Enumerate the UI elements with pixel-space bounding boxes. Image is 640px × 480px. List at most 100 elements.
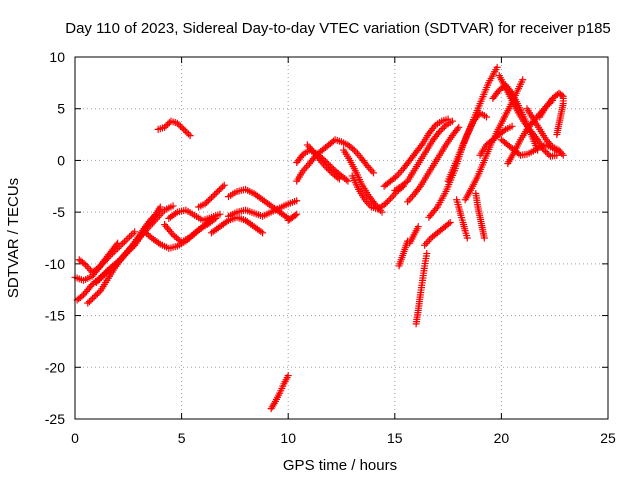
data-point <box>156 203 164 211</box>
data-point <box>436 127 444 135</box>
series-arc18 <box>303 141 343 183</box>
data-point <box>383 198 391 206</box>
data-point <box>388 193 396 201</box>
data-point <box>439 124 447 132</box>
data-point <box>543 149 551 157</box>
series-arc30 <box>453 196 471 242</box>
data-point <box>432 205 440 213</box>
data-point <box>515 150 523 158</box>
data-point <box>559 151 567 159</box>
y-tick-label: -20 <box>45 359 65 375</box>
series-arc13 <box>154 117 194 140</box>
data-point <box>87 282 95 290</box>
x-tick-label: 0 <box>71 430 79 446</box>
series-arc5 <box>92 202 177 286</box>
series-arc15 <box>284 210 301 224</box>
data-point <box>127 231 135 239</box>
data-point <box>326 167 334 175</box>
data-point <box>405 196 413 204</box>
data-point <box>257 228 265 236</box>
series-arc23 <box>404 123 463 206</box>
data-point <box>168 229 176 237</box>
data-point <box>209 192 217 200</box>
data-point <box>162 122 170 130</box>
series-arc29 <box>444 109 490 185</box>
x-axis-label: GPS time / hours <box>283 457 397 474</box>
x-tick-label: 5 <box>178 430 186 446</box>
y-axis-label: SDTVAR / TECUs <box>5 178 22 298</box>
data-point <box>114 258 122 266</box>
data-point <box>204 197 212 205</box>
series-arc11 <box>225 185 292 222</box>
data-point <box>480 234 488 242</box>
data-point <box>131 228 139 236</box>
data-point <box>180 125 188 133</box>
data-point <box>455 123 463 131</box>
data-point <box>108 264 116 272</box>
data-point <box>124 234 132 242</box>
data-point <box>415 184 423 192</box>
data-point <box>391 173 399 181</box>
data-point <box>181 127 189 135</box>
series-arc7 <box>161 214 220 246</box>
data-point <box>369 169 377 177</box>
data-point <box>207 194 215 202</box>
data-point <box>129 229 137 237</box>
data-point <box>302 163 310 171</box>
data-point <box>532 134 540 142</box>
data-point <box>164 120 172 128</box>
data-point <box>342 176 350 184</box>
data-point <box>366 165 374 173</box>
series-arc26 <box>412 250 431 328</box>
data-point <box>85 298 93 306</box>
data-point <box>323 164 331 172</box>
data-point <box>201 200 209 208</box>
data-point <box>437 126 445 134</box>
data-point <box>120 238 128 246</box>
data-point <box>206 195 214 203</box>
data-point <box>378 208 386 216</box>
data-point <box>90 293 98 301</box>
data-point <box>177 122 185 130</box>
data-point <box>380 201 388 209</box>
data-point <box>183 129 191 137</box>
x-tick-label: 15 <box>387 430 403 446</box>
data-point <box>97 274 105 282</box>
data-point <box>92 291 100 299</box>
data-point <box>425 236 433 244</box>
series-arc8 <box>165 206 224 224</box>
series-arc25 <box>406 223 422 247</box>
data-point <box>293 210 301 218</box>
data-point <box>387 195 395 203</box>
data-point <box>259 229 267 237</box>
data-point <box>558 150 566 158</box>
series-arc40 <box>553 94 567 139</box>
series-arc27 <box>421 218 454 249</box>
data-point <box>390 191 398 199</box>
data-point <box>335 175 343 183</box>
data-point <box>330 137 338 145</box>
data-point <box>212 189 220 197</box>
data-point <box>293 197 301 205</box>
data-point <box>172 209 180 217</box>
series-arc9 <box>195 181 228 211</box>
data-point <box>126 233 134 241</box>
data-point <box>463 234 471 242</box>
data-point <box>95 288 103 296</box>
data-point <box>193 227 201 235</box>
data-point <box>508 122 516 130</box>
data-point <box>178 124 186 132</box>
data-point <box>169 202 177 210</box>
data-point <box>116 256 124 264</box>
data-point <box>324 165 332 173</box>
data-point <box>493 63 501 71</box>
data-point <box>558 91 566 99</box>
y-tick-label: 10 <box>49 49 65 65</box>
plot-frame <box>74 56 609 420</box>
x-tick-label: 25 <box>600 430 616 446</box>
data-point <box>404 198 412 206</box>
data-point <box>500 127 508 135</box>
series-arc14 <box>267 372 292 413</box>
data-point <box>448 117 456 125</box>
